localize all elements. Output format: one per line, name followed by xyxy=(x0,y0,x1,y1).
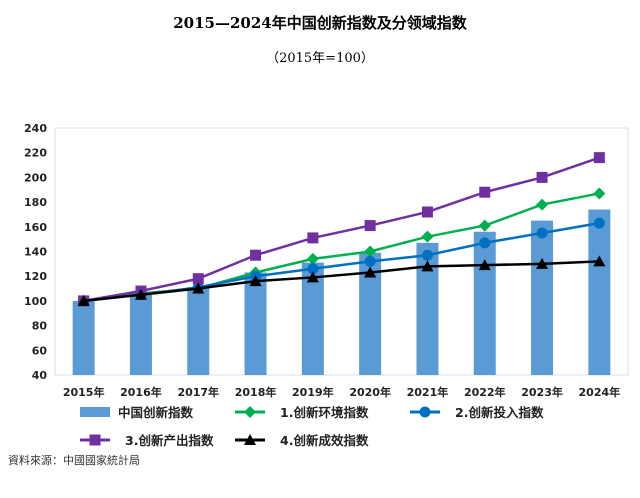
chart-title: 2015—2024年中国创新指数及分领域指数 xyxy=(173,14,467,32)
data-point xyxy=(536,227,548,239)
x-tick-label: 2021年 xyxy=(407,385,449,399)
bar-2016年 xyxy=(129,293,152,375)
legend-item: 1.创新环境指数 xyxy=(235,405,369,420)
y-tick-label: 100 xyxy=(24,295,47,308)
bar-2020年 xyxy=(359,252,382,375)
legend-label: 中国创新指数 xyxy=(118,405,194,420)
x-tick-label: 2022年 xyxy=(464,385,506,399)
legend-item: 2.创新投入指数 xyxy=(410,405,544,420)
source-note: 資料來源：中國國家統計局 xyxy=(8,453,140,467)
data-point xyxy=(478,259,491,271)
legend-marker xyxy=(419,406,431,418)
legend-label: 3.创新产出指数 xyxy=(125,433,214,448)
legend-marker xyxy=(244,406,256,418)
data-point xyxy=(77,294,90,306)
data-point xyxy=(307,232,319,244)
bar-2021年 xyxy=(416,242,439,375)
data-point xyxy=(192,282,205,294)
bar-2017年 xyxy=(187,287,210,375)
data-point xyxy=(134,288,147,300)
series-3 xyxy=(78,152,605,307)
x-tick-label: 2016年 xyxy=(120,385,162,399)
legend-item: 3.创新产出指数 xyxy=(80,433,214,448)
series-line xyxy=(83,156,600,303)
data-point xyxy=(479,237,491,249)
chart-subtitle: （2015年=100） xyxy=(266,51,374,66)
legend-label: 4.创新成效指数 xyxy=(280,433,369,448)
y-tick-label: 240 xyxy=(24,122,47,135)
series-line xyxy=(83,260,600,303)
bar-2015年 xyxy=(72,300,95,375)
x-tick-label: 2023年 xyxy=(521,385,563,399)
x-tick-label: 2018年 xyxy=(235,385,277,399)
data-point xyxy=(536,198,549,211)
y-tick-label: 60 xyxy=(32,344,48,357)
y-tick-label: 180 xyxy=(24,196,47,209)
series-4 xyxy=(77,255,606,306)
data-point xyxy=(479,186,491,198)
y-tick-label: 40 xyxy=(32,369,48,382)
data-point xyxy=(593,255,606,267)
legend-marker xyxy=(89,434,101,446)
y-tick-label: 220 xyxy=(24,147,47,160)
legend-item: 中国创新指数 xyxy=(80,405,194,420)
data-point xyxy=(421,206,433,218)
data-point xyxy=(306,252,319,265)
data-point xyxy=(593,152,605,164)
legend-swatch xyxy=(80,407,110,417)
series-line xyxy=(83,221,600,303)
data-point xyxy=(307,263,319,275)
data-point xyxy=(364,220,376,232)
x-tick-label: 2019年 xyxy=(292,385,334,399)
x-tick-label: 2024年 xyxy=(579,385,621,399)
data-point xyxy=(593,187,606,200)
data-point xyxy=(306,271,319,283)
y-tick-label: 200 xyxy=(24,171,47,184)
data-point xyxy=(364,255,376,267)
bar-2023年 xyxy=(531,220,554,375)
data-point xyxy=(192,273,204,285)
y-tick-label: 140 xyxy=(24,246,47,259)
legend-label: 2.创新投入指数 xyxy=(455,405,544,420)
legend-label: 1.创新环境指数 xyxy=(280,405,369,420)
data-point xyxy=(250,249,262,261)
data-point xyxy=(421,260,434,272)
data-point xyxy=(536,171,548,183)
y-tick-label: 160 xyxy=(24,221,47,234)
data-point xyxy=(364,266,377,278)
data-point xyxy=(421,249,433,261)
data-point xyxy=(421,230,434,243)
data-point xyxy=(364,245,377,258)
legend-item: 4.创新成效指数 xyxy=(235,433,369,448)
bar-2019年 xyxy=(301,262,324,375)
bar-2024年 xyxy=(588,209,611,375)
x-tick-label: 2020年 xyxy=(349,385,391,399)
data-point xyxy=(593,217,605,229)
bar-2018年 xyxy=(244,272,267,375)
y-tick-label: 80 xyxy=(32,320,48,333)
data-point xyxy=(249,275,262,287)
x-tick-label: 2017年 xyxy=(177,385,219,399)
bar-2022年 xyxy=(473,231,496,375)
x-tick-label: 2015年 xyxy=(63,385,105,399)
series-line xyxy=(83,192,600,303)
data-point xyxy=(478,219,491,232)
series-1 xyxy=(77,187,606,307)
data-point xyxy=(536,257,549,269)
plot-area xyxy=(54,127,629,376)
legend-marker xyxy=(244,434,256,445)
y-tick-label: 120 xyxy=(24,270,47,283)
